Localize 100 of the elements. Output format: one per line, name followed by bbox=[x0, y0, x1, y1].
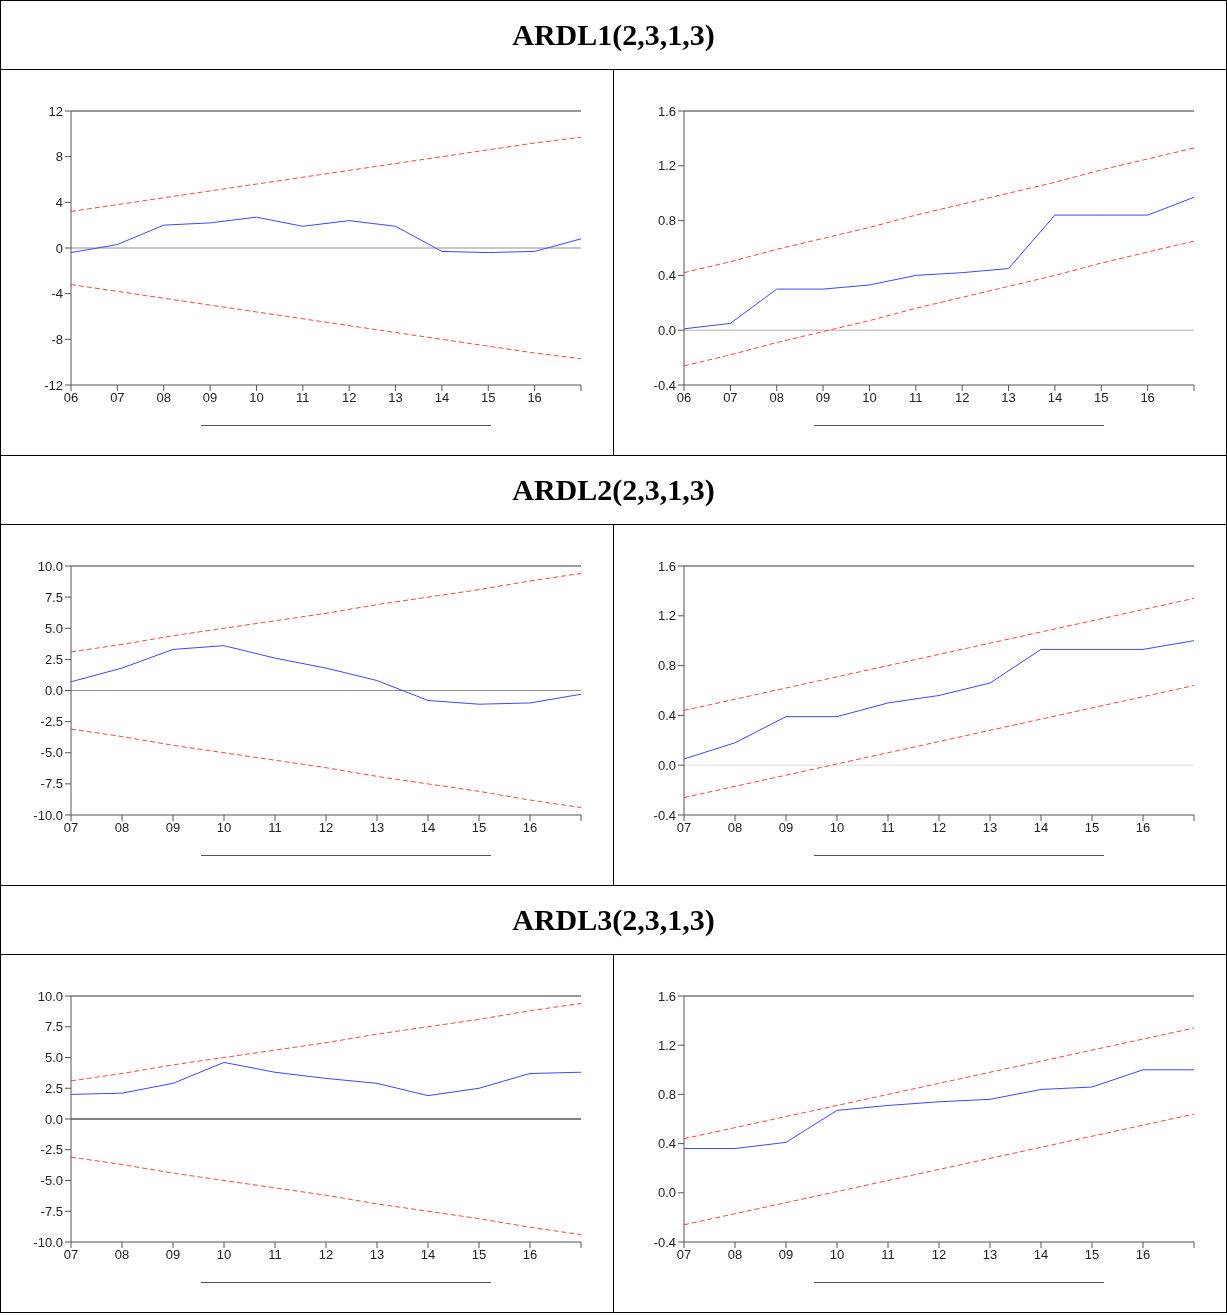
y-tick-label: -10.0 bbox=[33, 807, 63, 823]
x-tick-label: 12 bbox=[931, 1247, 947, 1263]
x-tick-label: 15 bbox=[1084, 820, 1100, 836]
y-tick-label: 1.2 bbox=[657, 608, 676, 624]
x-tick-label: 07 bbox=[63, 1247, 79, 1263]
x-tick-label: 11 bbox=[881, 820, 895, 836]
x-tick-label: 12 bbox=[318, 820, 334, 836]
x-tick-label: 11 bbox=[296, 390, 310, 406]
y-tick-label: 0.8 bbox=[657, 658, 676, 674]
x-tick-label: 07 bbox=[723, 390, 738, 406]
y-tick-label: 0.0 bbox=[657, 757, 676, 773]
y-tick-label: 0.4 bbox=[657, 268, 676, 284]
x-tick-label: 08 bbox=[727, 1247, 743, 1263]
line-series bbox=[70, 216, 582, 254]
x-tick-label: 14 bbox=[1033, 820, 1049, 836]
x-tick-label: 09 bbox=[165, 820, 181, 836]
x-tick-label: 12 bbox=[318, 1247, 334, 1263]
x-tick-label: 08 bbox=[727, 820, 743, 836]
y-tick-label: 0.8 bbox=[657, 213, 676, 229]
line-series bbox=[683, 1069, 1195, 1150]
x-tick-label: 06 bbox=[676, 390, 692, 406]
x-tick-label: 12 bbox=[931, 820, 947, 836]
line-series bbox=[70, 284, 582, 360]
x-tick-label: 13 bbox=[369, 1247, 385, 1263]
y-tick-label: 1.2 bbox=[657, 1037, 676, 1053]
y-tick-label: 4 bbox=[55, 194, 63, 210]
y-tick-label: 2.5 bbox=[44, 651, 63, 667]
line-series bbox=[683, 640, 1195, 760]
x-tick-label: 09 bbox=[165, 1247, 181, 1263]
y-tick-label: 12 bbox=[48, 103, 63, 119]
x-tick-label: 15 bbox=[481, 390, 496, 406]
y-tick-label: 2.5 bbox=[44, 1080, 63, 1096]
y-tick-label: 1.6 bbox=[657, 558, 676, 574]
y-tick-label: -8 bbox=[51, 331, 63, 347]
y-tick-label: -4 bbox=[51, 286, 63, 302]
line-series bbox=[70, 1156, 582, 1236]
y-tick-label: 7.5 bbox=[44, 1019, 63, 1035]
x-tick-label: 13 bbox=[1001, 390, 1016, 406]
x-tick-label: 09 bbox=[778, 1247, 794, 1263]
y-tick-label: 7.5 bbox=[44, 589, 63, 605]
line-series bbox=[70, 645, 582, 705]
x-tick-label: 10 bbox=[829, 820, 845, 836]
x-tick-label: 08 bbox=[769, 390, 784, 406]
x-tick-label: 14 bbox=[420, 820, 436, 836]
x-tick-label: 13 bbox=[982, 820, 998, 836]
x-tick-label: 13 bbox=[369, 820, 385, 836]
y-tick-label: 0.4 bbox=[657, 708, 676, 724]
chart-title: ARDL3(2,3,1,3) bbox=[512, 903, 715, 936]
x-tick-label: 07 bbox=[676, 1247, 692, 1263]
x-tick-label: 09 bbox=[778, 820, 794, 836]
y-tick-label: -0.4 bbox=[653, 1234, 676, 1250]
y-tick-label: -5.0 bbox=[40, 745, 63, 761]
y-tick-label: -5.0 bbox=[40, 1173, 63, 1189]
x-tick-label: 16 bbox=[522, 820, 538, 836]
x-tick-label: 10 bbox=[829, 1247, 845, 1263]
y-tick-label: 10.0 bbox=[37, 988, 63, 1004]
x-tick-label: 16 bbox=[527, 390, 542, 406]
x-tick-label: 14 bbox=[1047, 390, 1063, 406]
line-series bbox=[70, 1002, 582, 1082]
y-tick-label: 0.0 bbox=[44, 683, 63, 699]
x-tick-label: 11 bbox=[268, 820, 282, 836]
y-tick-label: 0.0 bbox=[657, 1185, 676, 1201]
x-tick-label: 09 bbox=[815, 390, 831, 406]
x-tick-label: 12 bbox=[341, 390, 357, 406]
x-tick-label: 07 bbox=[676, 820, 692, 836]
y-tick-label: -7.5 bbox=[40, 1203, 63, 1219]
y-tick-label: 8 bbox=[55, 149, 63, 165]
x-tick-label: 15 bbox=[1094, 390, 1109, 406]
x-tick-label: 15 bbox=[1084, 1247, 1100, 1263]
y-tick-label: 0 bbox=[55, 240, 63, 256]
x-tick-label: 11 bbox=[881, 1247, 895, 1263]
y-tick-label: -2.5 bbox=[40, 1142, 63, 1158]
chart-title: ARDL1(2,3,1,3) bbox=[512, 18, 715, 51]
x-tick-label: 13 bbox=[388, 390, 403, 406]
x-tick-label: 08 bbox=[114, 1247, 130, 1263]
x-tick-label: 12 bbox=[954, 390, 970, 406]
x-tick-label: 07 bbox=[63, 820, 79, 836]
x-tick-label: 16 bbox=[1135, 820, 1151, 836]
x-tick-label: 06 bbox=[63, 390, 79, 406]
x-tick-label: 14 bbox=[1033, 1247, 1049, 1263]
y-tick-label: 5.0 bbox=[44, 620, 63, 636]
x-tick-label: 15 bbox=[471, 820, 487, 836]
x-tick-label: 13 bbox=[982, 1247, 998, 1263]
y-tick-label: -12 bbox=[44, 377, 63, 393]
x-tick-label: 14 bbox=[420, 1247, 436, 1263]
y-tick-label: -7.5 bbox=[40, 776, 63, 792]
x-tick-label: 16 bbox=[1135, 1247, 1151, 1263]
x-tick-label: 14 bbox=[434, 390, 450, 406]
line-series bbox=[683, 1113, 1195, 1226]
y-tick-label: 0.0 bbox=[657, 322, 676, 338]
x-tick-label: 11 bbox=[909, 390, 923, 406]
line-series bbox=[70, 728, 582, 809]
y-tick-label: 10.0 bbox=[37, 558, 63, 574]
line-series bbox=[70, 572, 582, 653]
line-series bbox=[683, 1027, 1195, 1140]
x-tick-label: 08 bbox=[114, 820, 130, 836]
x-tick-label: 07 bbox=[110, 390, 125, 406]
y-tick-label: -10.0 bbox=[33, 1234, 63, 1250]
x-tick-label: 10 bbox=[216, 820, 232, 836]
x-tick-label: 10 bbox=[862, 390, 877, 406]
